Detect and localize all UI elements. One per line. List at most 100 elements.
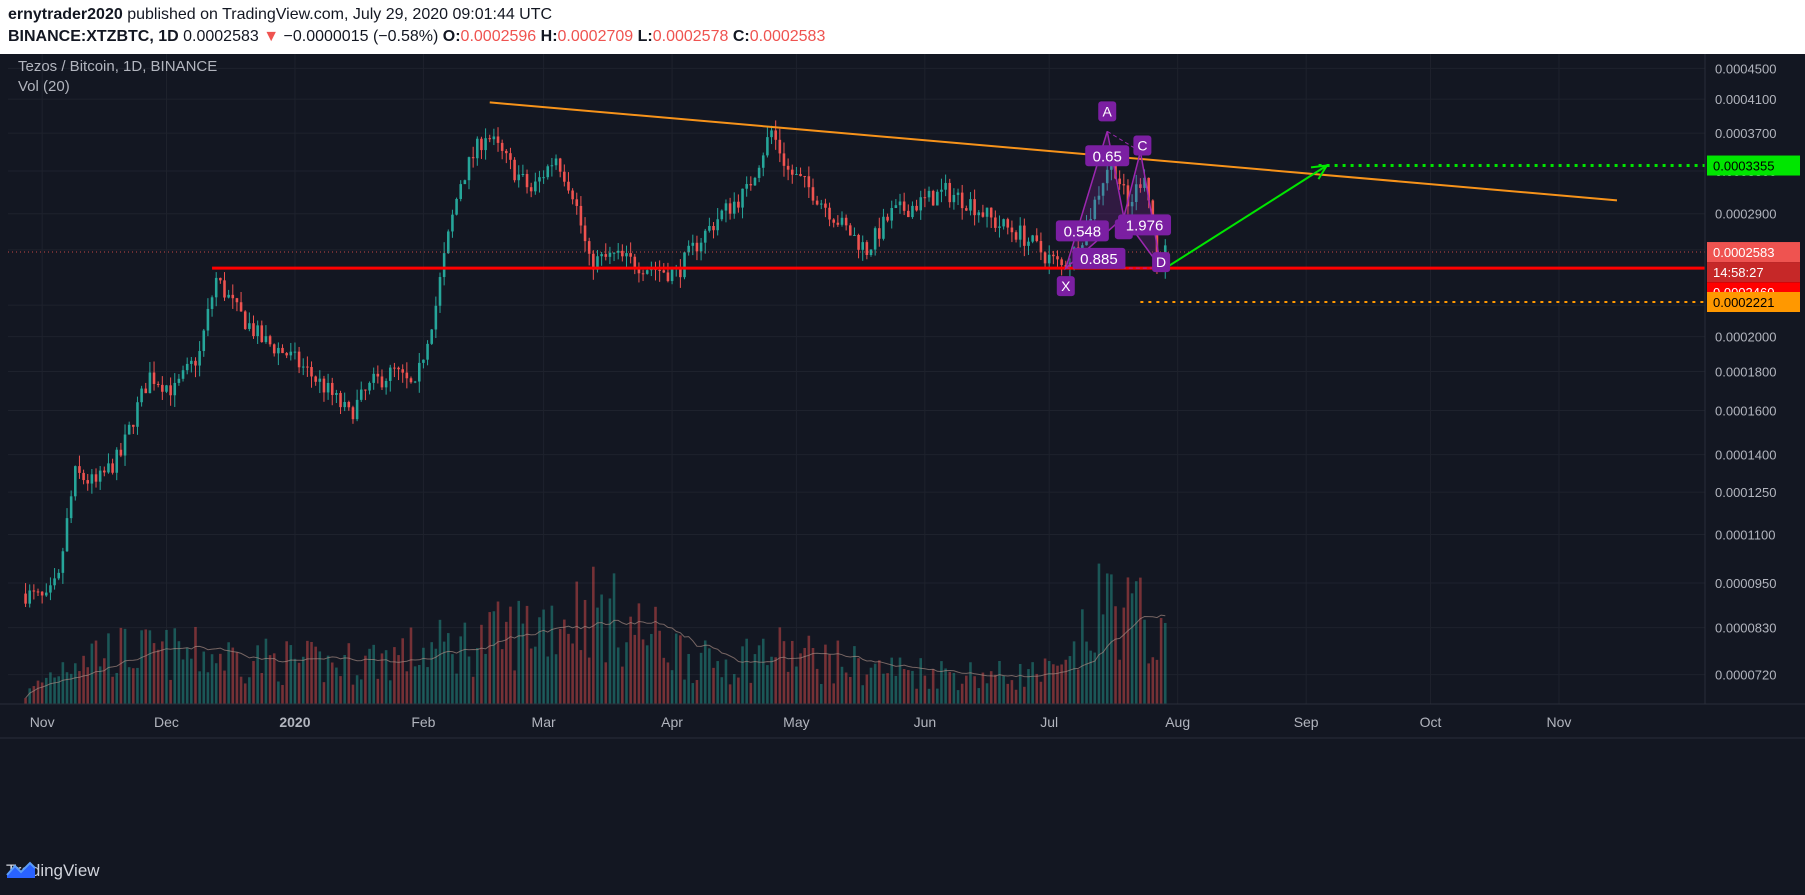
candle-body <box>1052 254 1055 257</box>
volume-bar <box>471 676 475 704</box>
candle-body <box>397 367 400 370</box>
volume-bar <box>1139 577 1142 704</box>
volume-bar <box>1147 663 1150 704</box>
axes: 0.00045000.00041000.00037000.00033000.00… <box>0 54 1805 739</box>
candle-body <box>467 157 471 181</box>
volume-bar <box>1076 669 1080 704</box>
candle-body <box>571 190 574 200</box>
volume-bar <box>753 654 757 704</box>
volume-bar <box>1056 665 1059 704</box>
volume-bar <box>575 581 579 704</box>
candle-body <box>49 585 52 593</box>
volume-bar <box>815 668 819 704</box>
x-tick-label: Mar <box>532 714 556 730</box>
volume-bar <box>335 667 338 704</box>
author-name[interactable]: ernytrader2020 <box>8 6 123 23</box>
volume-bar <box>413 666 417 704</box>
candle-body <box>351 407 355 420</box>
volume-bar <box>1064 659 1068 704</box>
volume-bar <box>1060 664 1063 704</box>
y-tick-label: 0.0000830 <box>1715 621 1776 636</box>
volume-bar <box>451 654 454 704</box>
candle-body <box>732 201 736 214</box>
candle-body <box>869 249 873 255</box>
volume-bar <box>264 638 268 704</box>
volume-bar <box>936 688 939 704</box>
candle-body <box>36 591 40 593</box>
candle-body <box>144 388 148 394</box>
candle-body <box>210 297 214 309</box>
volume-bar <box>985 683 989 704</box>
y-tick-label: 0.0001400 <box>1715 448 1776 463</box>
volume-bar <box>1134 581 1138 704</box>
volume-bar <box>865 674 869 704</box>
candle-body <box>695 242 699 252</box>
candle-body <box>824 203 827 208</box>
volume-bar <box>480 624 483 704</box>
pattern-ratio-label: 1.976 <box>1126 217 1164 234</box>
candle-body <box>314 376 317 382</box>
candle-body <box>679 268 682 278</box>
volume-bar <box>132 668 135 704</box>
candle-body <box>952 194 956 203</box>
tradingview-brand[interactable]: TradingView <box>6 861 100 881</box>
volume-bar <box>824 644 827 704</box>
volume-bar <box>625 642 628 704</box>
candle-body <box>902 201 906 211</box>
candle-body <box>757 167 761 178</box>
candle-body <box>488 138 492 140</box>
candle-body <box>169 385 172 396</box>
candle-body <box>550 165 554 167</box>
candle-body <box>708 225 711 231</box>
candle-body <box>86 480 90 484</box>
candle-body <box>587 241 591 254</box>
candle-body <box>600 254 603 257</box>
candle-body <box>243 311 247 329</box>
candle-body <box>612 252 616 254</box>
candle-body <box>712 225 715 231</box>
volume-bar <box>36 680 40 704</box>
volume-bar <box>1085 641 1088 704</box>
volume-bar <box>998 660 1001 704</box>
candle-body <box>422 359 425 363</box>
volume-bar <box>94 640 98 704</box>
candle-body <box>774 130 777 140</box>
candle-body <box>513 159 516 181</box>
trendline <box>489 101 1618 202</box>
volume-bar <box>177 641 181 704</box>
candle-body <box>907 210 910 218</box>
y-tick-label: 0.0003700 <box>1715 126 1776 141</box>
candle-body <box>1006 219 1010 228</box>
low-value: 0.0002578 <box>652 28 729 45</box>
volume-bar <box>227 642 230 704</box>
candle-body <box>463 180 467 185</box>
volume-bar <box>467 656 471 704</box>
candle-body <box>795 173 798 175</box>
candle-body <box>517 174 521 181</box>
volume-bar <box>621 666 624 704</box>
candle-body <box>989 207 993 218</box>
x-tick-label: Apr <box>661 714 683 730</box>
volume-bar <box>927 688 931 704</box>
candle-body <box>322 378 326 393</box>
publish-info: ernytrader2020 published on TradingView.… <box>8 6 552 24</box>
volume-bar <box>662 657 666 704</box>
target-price-badge-bg <box>1707 155 1800 176</box>
candle-body <box>1093 199 1097 219</box>
candle-body <box>724 203 728 211</box>
candle-body <box>505 150 508 154</box>
candle-body <box>442 253 446 278</box>
volume-bar <box>1052 664 1055 704</box>
volume-bar <box>1047 660 1051 704</box>
candle-body <box>277 347 280 354</box>
candle-body <box>878 228 881 239</box>
volume-bar <box>1126 577 1130 704</box>
candle-body <box>641 273 645 275</box>
candle-body <box>173 382 177 396</box>
candle-body <box>741 188 744 208</box>
candle-body <box>330 382 334 395</box>
candle-body <box>301 366 305 368</box>
